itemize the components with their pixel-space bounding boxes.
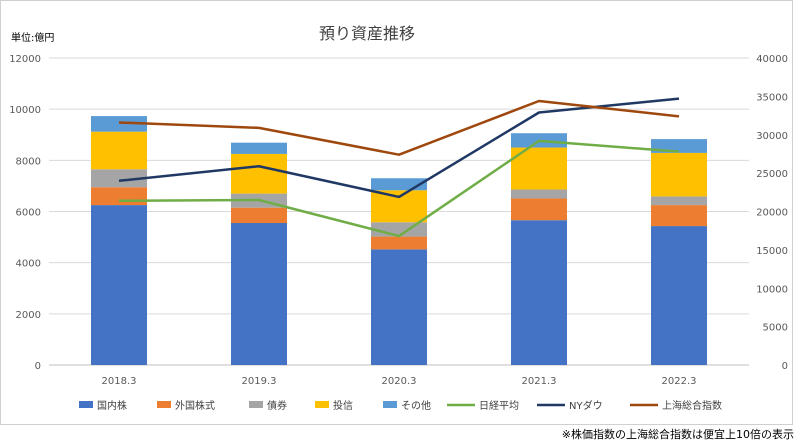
legend-label: 上海総合指数	[662, 399, 722, 412]
bar-segment	[651, 152, 707, 197]
bar-segment	[231, 142, 287, 154]
bar-segment	[511, 189, 567, 199]
legend-label: その他	[401, 399, 431, 412]
legend-swatch	[315, 401, 329, 408]
bar-segment	[231, 207, 287, 224]
x-tick-label: 2022.3	[662, 376, 697, 387]
y-right-tick-label: 20000	[756, 208, 788, 219]
bar-segment	[231, 153, 287, 194]
series-line	[118, 139, 680, 238]
combo-chart: 預り資産推移 単位:億円 0 2000 4000 6000 8000 10000 12000…	[9, 24, 788, 412]
bar-segment	[91, 116, 147, 132]
y-left-tick-label: 0	[35, 361, 41, 372]
y-right-tick-label: 30000	[756, 131, 788, 142]
bar-segment	[91, 169, 147, 188]
bar-segment	[371, 236, 427, 250]
y-left-tick-label: 10000	[9, 105, 41, 116]
legend-swatch	[79, 401, 93, 408]
y-left-tick-label: 6000	[16, 208, 41, 219]
x-tick-label: 2021.3	[522, 376, 557, 387]
bar-segment	[91, 131, 147, 170]
legend-label: 債券	[267, 399, 287, 412]
bar-segment	[371, 222, 427, 237]
y-right-tick-label: 25000	[756, 169, 788, 180]
bar-segment	[371, 249, 427, 365]
y-right-tick-label: 10000	[756, 284, 788, 295]
y-left-tick-label: 12000	[9, 54, 41, 65]
legend-swatch	[157, 401, 171, 408]
bar-segment	[651, 196, 707, 206]
bar-segment	[511, 220, 567, 365]
y-left-tick-label: 8000	[16, 156, 41, 167]
footnote: ※株価指数の上海総合指数は便宜上10倍の表示	[561, 428, 794, 441]
bar-segment	[91, 187, 147, 206]
legend-swatch	[383, 401, 397, 408]
bar-segment	[651, 226, 707, 365]
bar-segment	[91, 205, 147, 365]
bar-segment	[371, 190, 427, 223]
axis-labels: 0 2000 4000 6000 8000 10000 12000 0 5000 10000 150…	[9, 54, 788, 387]
chart-frame: 預り資産推移 単位:億円 0 2000 4000 6000 8000 10000 12000…	[0, 0, 793, 425]
legend: 国内株 外国株式 債券 投信 その他 日経平均 NYダウ 上海総合指数	[79, 399, 722, 412]
y-right-tick-label: 15000	[756, 246, 788, 257]
unit-label: 単位:億円	[11, 31, 54, 44]
x-tick-label: 2019.3	[242, 376, 277, 387]
x-tick-label: 2020.3	[382, 376, 417, 387]
legend-label: 日経平均	[479, 399, 519, 412]
bar-segment	[511, 198, 567, 221]
series-line	[118, 97, 680, 199]
x-tick-label: 2018.3	[102, 376, 137, 387]
line-series-group	[118, 97, 680, 238]
bar-segment	[651, 205, 707, 227]
y-left-tick-label: 4000	[16, 259, 41, 270]
y-left-tick-label: 2000	[16, 310, 41, 321]
chart-title: 預り資産推移	[319, 24, 415, 43]
bar-segment	[231, 223, 287, 365]
legend-label: 投信	[333, 399, 353, 412]
y-right-tick-label: 5000	[763, 323, 788, 334]
legend-label: 外国株式	[175, 399, 215, 412]
legend-label: NYダウ	[569, 399, 603, 412]
y-right-tick-label: 40000	[756, 54, 788, 65]
y-right-tick-label: 0	[782, 361, 788, 372]
legend-label: 国内株	[97, 399, 127, 412]
series-line	[118, 99, 680, 156]
legend-swatch	[249, 401, 263, 408]
y-right-tick-label: 35000	[756, 92, 788, 103]
